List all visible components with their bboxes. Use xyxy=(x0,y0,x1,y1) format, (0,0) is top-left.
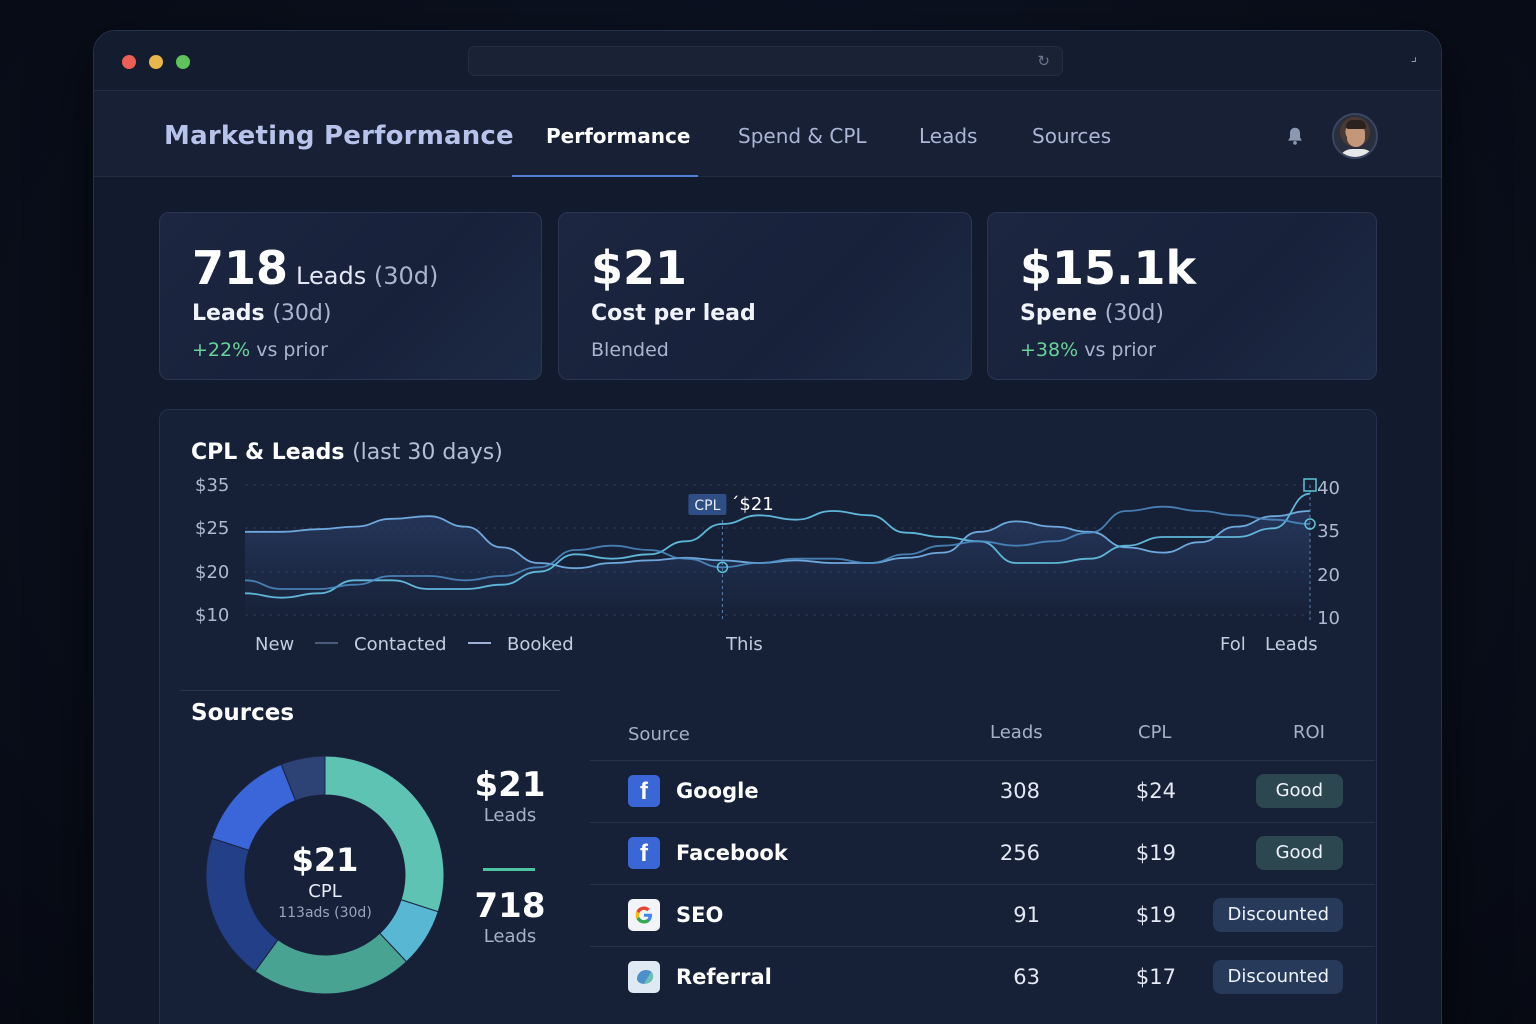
side-stat-separator xyxy=(483,868,535,871)
roi-badge: Good xyxy=(1255,836,1343,870)
donut-sub: 113ads (30d) xyxy=(278,905,372,921)
source-name: Google xyxy=(676,779,759,803)
legend-item: New xyxy=(255,634,294,655)
roi-badge: Discounted xyxy=(1213,960,1343,994)
roi-badge: Discounted xyxy=(1213,898,1343,932)
kpi-delta: +38% vs prior xyxy=(1020,339,1156,361)
roi-badge: Good xyxy=(1255,774,1343,808)
source-name: SEO xyxy=(676,903,724,927)
side-stat-cpl: $21 Leads xyxy=(460,765,560,826)
tab-leads[interactable]: Leads xyxy=(919,124,978,148)
kpi-label: Leads (30d) xyxy=(192,301,332,326)
tab-sources[interactable]: Sources xyxy=(1032,124,1112,148)
side-stat-leads: 718 Leads xyxy=(460,886,560,947)
kpi-delta: +22% vs prior xyxy=(192,339,328,361)
source-leads: 63 xyxy=(1013,965,1040,989)
table-row[interactable]: Referral 63 $17 Discounted xyxy=(590,946,1375,1008)
col-header-roi[interactable]: ROI xyxy=(1293,722,1325,743)
marker-point xyxy=(716,561,729,574)
facebook-icon: f xyxy=(628,775,660,807)
divider xyxy=(180,690,560,691)
donut-hole xyxy=(245,795,405,955)
y-left-tick: $10 xyxy=(195,605,229,626)
donut-center: $21 CPL 113ads (30d) xyxy=(205,755,445,995)
source-cpl: $19 xyxy=(1135,841,1176,865)
col-header-source[interactable]: Source xyxy=(628,724,690,745)
google-icon xyxy=(628,899,660,931)
sources-donut: $21 CPL 113ads (30d) xyxy=(205,755,445,995)
active-tab-indicator xyxy=(512,175,698,177)
y-left-tick: $25 xyxy=(195,518,229,539)
kpi-card-leads: 718 Leads (30d) Leads (30d) +22% vs prior xyxy=(159,212,542,380)
y-right-tick: 40 xyxy=(1317,478,1340,499)
close-window-button[interactable] xyxy=(122,55,136,69)
donut-chart xyxy=(205,755,445,995)
series-line xyxy=(244,505,1311,590)
side-stat-value: 718 xyxy=(474,886,546,926)
source-leads: 308 xyxy=(999,779,1040,803)
y-right-tick: 10 xyxy=(1317,608,1340,629)
kpi-card-cpl: $21 Cost per lead Blended xyxy=(558,212,972,380)
tooltip-value: ´$21 xyxy=(730,494,773,515)
app-header: Marketing Performance Performance Spend … xyxy=(94,91,1441,177)
minimize-window-button[interactable] xyxy=(149,55,163,69)
avatar[interactable] xyxy=(1332,113,1378,159)
source-cpl: $19 xyxy=(1135,903,1176,927)
tooltip-tag-bg xyxy=(688,494,727,515)
kpi-card-spend: $15.1k Spene (30d) +38% vs prior xyxy=(987,212,1377,380)
tab-performance[interactable]: Performance xyxy=(546,124,691,148)
chart-title: CPL & Leads (last 30 days) xyxy=(191,440,503,465)
facebook-icon: f xyxy=(628,837,660,869)
marker-point xyxy=(1304,518,1316,530)
bell-icon[interactable] xyxy=(1284,125,1306,147)
table-row[interactable]: f Facebook 256 $19 Good xyxy=(590,822,1375,884)
kpi-value: 718 Leads (30d) xyxy=(192,241,439,295)
col-header-leads[interactable]: Leads xyxy=(990,722,1043,743)
legend-item: Contacted xyxy=(354,634,447,655)
kpi-label: Cost per lead xyxy=(591,301,756,326)
col-header-cpl[interactable]: CPL xyxy=(1138,722,1172,743)
referral-icon xyxy=(628,961,660,993)
kpi-sub: Blended xyxy=(591,339,669,361)
kpi-value: $21 xyxy=(591,241,688,295)
kpi-value: $15.1k xyxy=(1020,241,1197,295)
reload-icon[interactable]: ↻ xyxy=(1037,52,1050,70)
x-label: Fol xyxy=(1220,634,1246,655)
side-stat-value: $21 xyxy=(474,765,546,805)
app-title: Marketing Performance xyxy=(164,121,514,151)
fullscreen-icon[interactable]: ⌟ xyxy=(1410,49,1417,65)
y-right-tick: 35 xyxy=(1317,521,1340,542)
x-label: This xyxy=(725,634,763,655)
tooltip-tag: CPL xyxy=(694,498,720,514)
table-row[interactable]: f Google 308 $24 Good xyxy=(590,760,1375,822)
side-stat-label: Leads xyxy=(483,926,537,947)
kpi-label: Spene (30d) xyxy=(1020,301,1164,326)
chart-card: CPL & Leads (last 30 days) $35 $25 $20 $10 4… xyxy=(159,409,1377,1024)
legend-item: Booked xyxy=(507,634,574,655)
title-bar: ↻ ⌟ xyxy=(94,31,1441,91)
series-area xyxy=(245,511,1310,615)
source-name: Facebook xyxy=(676,841,788,865)
table-row[interactable]: SEO 91 $19 Discounted xyxy=(590,884,1375,946)
cpl-leads-chart: $35 $25 $20 $10 40 35 20 10 CPL ´$21 New Contacted B… xyxy=(195,475,1340,655)
y-left-tick: $35 xyxy=(195,475,229,496)
peak-marker xyxy=(1303,478,1317,492)
series-line xyxy=(244,492,1311,599)
x-label: Leads xyxy=(1265,634,1318,655)
source-cpl: $24 xyxy=(1135,779,1176,803)
source-name: Referral xyxy=(676,965,772,989)
sources-title: Sources xyxy=(191,700,295,726)
donut-value: $21 xyxy=(291,841,359,879)
source-leads: 91 xyxy=(1013,903,1040,927)
source-cpl: $17 xyxy=(1135,965,1176,989)
source-leads: 256 xyxy=(999,841,1040,865)
donut-label: CPL xyxy=(308,881,342,902)
address-bar[interactable]: ↻ xyxy=(468,46,1063,76)
maximize-window-button[interactable] xyxy=(176,55,190,69)
y-left-tick: $20 xyxy=(195,562,229,583)
tab-spend-cpl[interactable]: Spend & CPL xyxy=(738,124,867,148)
y-right-tick: 20 xyxy=(1317,565,1340,586)
side-stat-label: Leads xyxy=(483,805,537,826)
browser-window: ↻ ⌟ Marketing Performance Performance Sp… xyxy=(93,30,1442,1024)
